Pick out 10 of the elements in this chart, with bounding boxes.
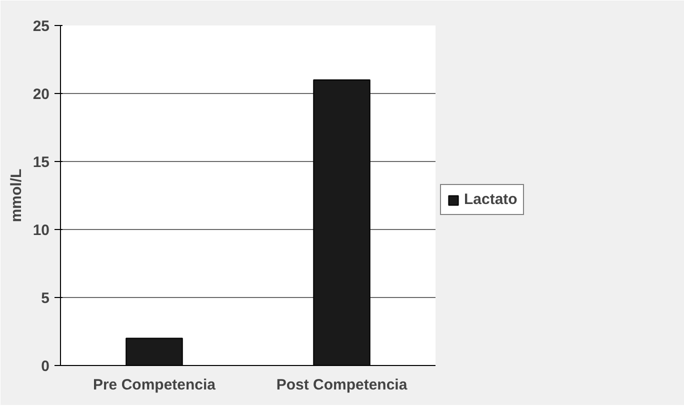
y-tick-label: 10	[32, 222, 50, 239]
x-tick-label: Post Competencia	[276, 376, 408, 394]
y-tick-label: 25	[32, 18, 50, 35]
y-axis-title: mmol/L	[8, 168, 25, 222]
y-tick-label: 15	[32, 154, 50, 171]
y-tick-label: 5	[41, 290, 50, 307]
x-tick-label: Pre Competencia	[92, 376, 216, 394]
y-tick-label: 0	[41, 358, 50, 375]
legend-label: Lactato	[464, 191, 518, 208]
y-tick-label: 20	[32, 86, 50, 103]
